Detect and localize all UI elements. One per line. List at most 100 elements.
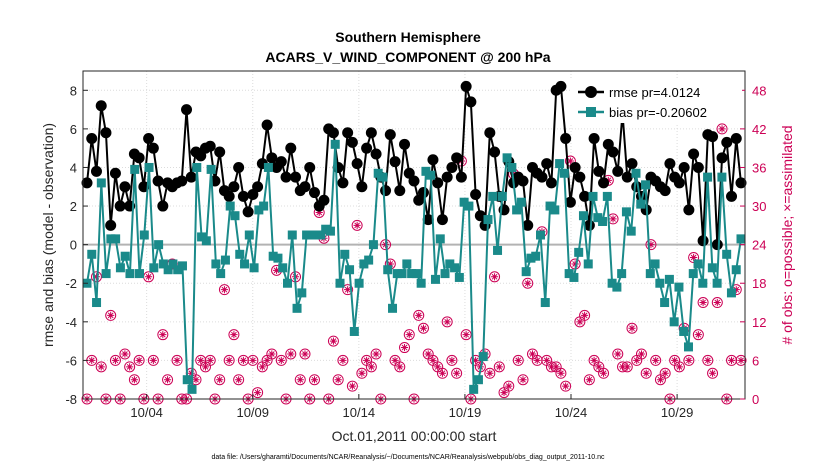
obs-point [598,367,610,379]
obs-assimilated-marker [230,331,238,339]
obs-point [119,348,131,360]
bias-marker [645,269,655,279]
obs-assimilated-marker [718,125,726,133]
bias-marker [736,234,746,244]
obs-point [711,297,723,309]
y-axis-label-right: # of obs: o=possible; ×=assimilated [779,125,795,344]
bias-marker [598,216,608,226]
bias-marker [607,278,617,288]
obs-point [308,374,320,386]
bias-marker [464,201,474,211]
obs-point [124,361,136,373]
obs-possible-marker [598,367,610,379]
obs-assimilated-marker [661,369,669,377]
obs-assimilated-marker [344,286,352,294]
obs-possible-marker [119,348,131,360]
obs-assimilated-marker [472,356,480,365]
bias-marker [564,269,574,279]
obs-possible-marker [285,348,297,360]
rmse-marker [185,171,197,183]
obs-possible-marker [162,374,174,386]
y-tick-label-right: 36 [752,160,766,175]
obs-possible-marker [332,374,344,386]
obs-assimilated-marker [685,356,693,365]
obs-assimilated-marker [519,376,527,384]
obs-point [365,361,377,373]
bias-marker [507,162,517,172]
obs-point [261,354,273,366]
rmse-marker [707,131,719,143]
obs-point [147,354,159,366]
bias-marker [655,278,665,288]
obs-possible-marker [337,354,349,366]
obs-assimilated-marker [633,356,641,365]
bias-marker [612,282,622,292]
obs-assimilated-marker [424,350,432,358]
obs-possible-marker [124,361,136,373]
obs-point [214,374,226,386]
bias-marker [120,251,130,261]
bias-marker [254,205,264,215]
y-tick-label-right: 48 [752,83,766,98]
bias-marker [154,240,164,250]
y-tick-label-left: 2 [70,199,77,214]
obs-assimilated-marker [149,356,157,365]
bias-marker [435,234,445,244]
obs-point [635,348,647,360]
obs-point [427,354,439,366]
bias-marker [617,269,627,279]
rmse-marker [626,158,638,170]
obs-point [252,387,264,399]
rmse-marker [356,181,368,193]
rmse-marker [299,181,311,193]
obs-possible-marker [403,329,415,341]
rmse-marker [351,158,363,170]
obs-point [489,271,501,283]
obs-possible-marker [621,361,633,373]
obs-assimilated-marker [372,350,380,358]
bias-marker [392,269,402,279]
obs-possible-marker [171,354,183,366]
obs-assimilated-marker [543,356,551,365]
obs-point [162,374,174,386]
obs-assimilated-marker [348,382,356,390]
obs-assimilated-marker [505,382,513,390]
obs-possible-marker [233,374,245,386]
bias-marker [158,259,168,269]
obs-assimilated-marker [310,376,319,384]
obs-point [247,354,259,366]
obs-assimilated-marker [713,298,721,307]
bias-marker [316,230,326,240]
bias-marker [669,317,679,327]
obs-possible-marker [95,361,107,373]
y-tick-label-left: -4 [65,315,77,330]
bias-marker [411,269,421,279]
bias-marker [240,259,250,269]
obs-point [417,322,429,334]
bias-marker [287,230,297,240]
rmse-marker [522,219,534,231]
obs-point [422,348,434,360]
bias-marker [225,201,235,211]
obs-point [726,354,738,366]
obs-assimilated-marker [704,356,712,365]
obs-possible-marker [394,361,406,373]
bias-marker [182,375,192,385]
rmse-marker [389,156,401,168]
y-tick-label-right: 42 [752,122,766,137]
obs-possible-marker [299,348,311,360]
obs-point [659,367,671,379]
obs-point [460,329,472,341]
bias-marker [230,211,240,221]
obs-assimilated-marker [220,286,229,294]
rmse-marker [181,104,193,116]
obs-assimilated-marker [197,356,205,365]
rmse-marker [176,175,188,187]
obs-point [441,316,453,328]
rmse-marker [105,219,117,231]
bias-marker [717,172,727,182]
bias-marker [130,164,140,174]
obs-possible-marker [489,271,501,283]
obs-assimilated-marker [277,356,285,365]
bias-marker [321,224,331,234]
